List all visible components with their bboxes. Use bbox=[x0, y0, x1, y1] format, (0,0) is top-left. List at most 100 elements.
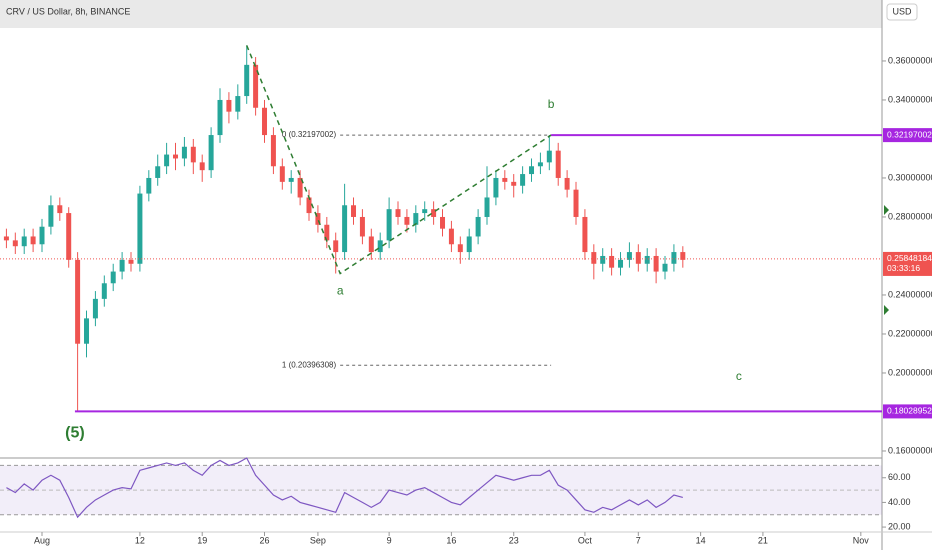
y-tick-label: 0.22000000 bbox=[888, 328, 932, 338]
candle-body bbox=[386, 209, 392, 241]
candle-body bbox=[351, 205, 357, 217]
candle-body bbox=[671, 252, 677, 264]
x-tick-label: Aug bbox=[34, 535, 50, 545]
wave-label: a bbox=[337, 284, 344, 298]
level-tag-label: 0.18028952 bbox=[887, 406, 932, 416]
candle-body bbox=[164, 154, 170, 167]
candle-body bbox=[30, 236, 36, 245]
candle-body bbox=[591, 252, 597, 264]
candle-body bbox=[92, 298, 98, 319]
candle-body bbox=[529, 166, 535, 175]
candle-body bbox=[440, 216, 446, 229]
y-tick-label: 0.30000000 bbox=[888, 172, 932, 182]
candle-body bbox=[333, 240, 339, 253]
candle-body bbox=[395, 209, 401, 217]
y-tick-label: 20.00 bbox=[888, 521, 911, 531]
candle-body bbox=[306, 197, 312, 214]
x-tick-label: 12 bbox=[135, 535, 145, 545]
y-tick-label: 0.28000000 bbox=[888, 211, 932, 221]
candle-body bbox=[297, 177, 303, 198]
y-tick-label: 0.20000000 bbox=[888, 367, 932, 377]
y-tick-label: 0.36000000 bbox=[888, 55, 932, 65]
candle-body bbox=[3, 236, 9, 241]
candle-body bbox=[119, 259, 125, 272]
candle-body bbox=[609, 255, 615, 268]
candle-body bbox=[653, 255, 659, 272]
wave-line bbox=[246, 45, 552, 275]
x-tick-label: 14 bbox=[696, 535, 706, 545]
level-tag-label: 0.32197002 bbox=[887, 129, 932, 139]
candle-body bbox=[484, 197, 490, 217]
candle-body bbox=[217, 99, 223, 136]
x-tick-label: Oct bbox=[578, 535, 593, 545]
candle-body bbox=[244, 64, 250, 97]
candle-body bbox=[235, 96, 241, 112]
x-tick-label: 26 bbox=[260, 535, 270, 545]
candle-body bbox=[181, 146, 187, 159]
candle-body bbox=[137, 193, 143, 264]
x-tick-label: Nov bbox=[853, 535, 870, 545]
last-price-label: 0.25848184 bbox=[887, 253, 932, 263]
candle-body bbox=[253, 64, 259, 108]
candle-body bbox=[315, 213, 321, 225]
last-price-tag bbox=[883, 251, 932, 276]
candle-body bbox=[573, 189, 579, 217]
rsi-line bbox=[6, 457, 683, 519]
candle-body bbox=[635, 252, 641, 264]
x-tick-label: 16 bbox=[446, 535, 456, 545]
candle-body bbox=[662, 263, 668, 272]
candle-body bbox=[546, 150, 552, 163]
x-tick-label: 23 bbox=[509, 535, 519, 545]
candle-body bbox=[84, 318, 90, 344]
candle-body bbox=[564, 177, 570, 190]
candle-body bbox=[199, 162, 205, 171]
candle-body bbox=[48, 205, 54, 227]
candle-body bbox=[537, 162, 543, 167]
candle-body bbox=[12, 240, 18, 247]
candle-body bbox=[155, 166, 161, 178]
currency-box[interactable] bbox=[886, 3, 918, 21]
candle-body bbox=[146, 177, 152, 194]
candle-body bbox=[448, 228, 454, 245]
candle-body bbox=[128, 259, 134, 264]
y-tick-label: 40.00 bbox=[888, 497, 911, 507]
candle-body bbox=[493, 177, 499, 198]
candle-body bbox=[342, 205, 348, 253]
x-tick-label: 9 bbox=[387, 535, 392, 545]
candle-body bbox=[582, 216, 588, 253]
candle-body bbox=[270, 135, 276, 167]
candle-body bbox=[422, 209, 428, 214]
candle-body bbox=[404, 216, 410, 225]
wave-label: (5) bbox=[65, 425, 85, 442]
candle-body bbox=[21, 236, 27, 247]
candle-body bbox=[600, 255, 606, 264]
symbol-title: CRV / US Dollar, 8h, BINANCE bbox=[6, 6, 130, 16]
currency[interactable]: USD bbox=[892, 6, 912, 16]
x-tick-label: 21 bbox=[758, 535, 768, 545]
candle-body bbox=[457, 244, 463, 253]
candle-body bbox=[377, 240, 383, 253]
candle-body bbox=[466, 236, 472, 253]
candle-body bbox=[288, 177, 294, 182]
fib-label: 0 (0.32197002) bbox=[282, 130, 337, 139]
candle-body bbox=[101, 283, 107, 299]
level-tag bbox=[883, 128, 932, 143]
candle-body bbox=[173, 154, 179, 159]
axis-marker bbox=[884, 305, 889, 315]
x-tick-label: 19 bbox=[197, 535, 207, 545]
candle-body bbox=[520, 174, 526, 186]
candle-body bbox=[359, 216, 365, 237]
wave-label: b bbox=[548, 97, 555, 111]
header-bar bbox=[0, 0, 882, 28]
candle-body bbox=[431, 209, 437, 217]
y-tick-label: 60.00 bbox=[888, 472, 911, 482]
candle-body bbox=[680, 252, 686, 260]
candle-body bbox=[226, 99, 232, 112]
candle-body bbox=[644, 255, 650, 264]
candle-body bbox=[368, 236, 374, 253]
y-tick-label: 0.24000000 bbox=[888, 289, 932, 299]
candle-body bbox=[502, 177, 508, 182]
x-tick-label: Sep bbox=[310, 535, 326, 545]
candle-body bbox=[279, 166, 285, 182]
